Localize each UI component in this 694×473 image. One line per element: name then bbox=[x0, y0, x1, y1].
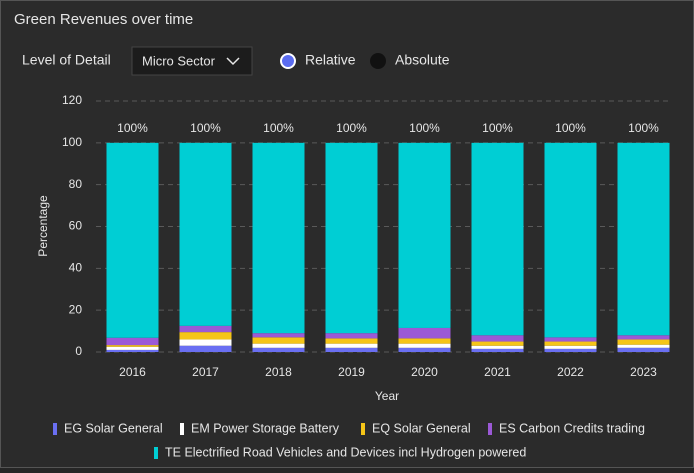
legend-swatch bbox=[361, 423, 365, 435]
bar-segment bbox=[252, 142, 305, 334]
total-label: 100% bbox=[190, 121, 221, 135]
bar-segment bbox=[398, 338, 451, 344]
legend-label: ES Carbon Credits trading bbox=[499, 421, 645, 435]
bar-segment bbox=[617, 344, 670, 348]
bar-segment bbox=[179, 339, 232, 346]
y-tick-label: 80 bbox=[69, 177, 83, 191]
y-tick-label: 0 bbox=[75, 344, 82, 358]
total-label: 100% bbox=[263, 121, 294, 135]
legend-swatch bbox=[488, 423, 492, 435]
legend-label: EM Power Storage Battery bbox=[191, 421, 340, 435]
bar-segment bbox=[179, 345, 232, 352]
y-tick-label: 60 bbox=[69, 219, 83, 233]
bar-segment bbox=[106, 337, 159, 346]
bar-segment bbox=[325, 338, 378, 344]
x-tick-label: 2023 bbox=[630, 365, 657, 379]
chevron[interactable] bbox=[226, 57, 240, 66]
bar-segment bbox=[398, 142, 451, 328]
radio-selected[interactable] bbox=[280, 53, 296, 69]
bar-segment bbox=[617, 335, 670, 340]
radio[interactable] bbox=[370, 53, 386, 69]
x-tick-label: 2022 bbox=[557, 365, 584, 379]
bar-segment bbox=[544, 341, 597, 346]
bar-segment bbox=[179, 332, 232, 340]
y-tick-label: 40 bbox=[69, 261, 83, 275]
bar-segment bbox=[544, 345, 597, 349]
bar-segment bbox=[398, 343, 451, 348]
total-label: 100% bbox=[482, 121, 513, 135]
bar-segment bbox=[252, 333, 305, 338]
bar-segment bbox=[471, 335, 524, 342]
bar-segment bbox=[398, 327, 451, 339]
legend-swatch bbox=[154, 447, 158, 459]
bar-segment bbox=[106, 345, 159, 347]
bar-segment bbox=[617, 142, 670, 336]
x-tick-label: 2018 bbox=[265, 365, 292, 379]
y-axis-label: Percentage bbox=[36, 195, 50, 257]
bar-segment bbox=[106, 346, 159, 350]
dropdown-value[interactable]: Micro Sector bbox=[142, 53, 216, 68]
bar-segment bbox=[325, 343, 378, 348]
bar-segment bbox=[325, 333, 378, 339]
legend-swatch bbox=[180, 423, 184, 435]
bar-segment bbox=[106, 142, 159, 338]
bar-segment bbox=[106, 349, 159, 352]
bar-segment bbox=[544, 348, 597, 352]
title: Green Revenues over time bbox=[14, 11, 193, 28]
bar-segment bbox=[325, 142, 378, 334]
dropdown[interactable]: Micro Sector bbox=[131, 46, 253, 76]
radio-label[interactable]: Relative bbox=[305, 52, 356, 68]
total-label: 100% bbox=[336, 121, 367, 135]
bar-segment bbox=[252, 347, 305, 352]
level-label: Level of Detail bbox=[22, 52, 111, 68]
x-tick-label: 2017 bbox=[192, 365, 219, 379]
x-tick-label: 2021 bbox=[484, 365, 511, 379]
bar-segment bbox=[544, 337, 597, 342]
bar-segment bbox=[471, 345, 524, 349]
bar-segment bbox=[252, 343, 305, 348]
total-label: 100% bbox=[628, 121, 659, 135]
legend-swatch bbox=[53, 423, 57, 435]
bar-segment bbox=[544, 142, 597, 338]
total-label: 100% bbox=[409, 121, 440, 135]
x-tick-label: 2016 bbox=[119, 365, 146, 379]
radio-label[interactable]: Absolute bbox=[395, 52, 450, 68]
y-tick-label: 120 bbox=[62, 93, 82, 107]
dropdown-box[interactable] bbox=[131, 46, 253, 76]
bar-segment bbox=[179, 142, 232, 326]
bar-segment bbox=[252, 337, 305, 344]
bar-segment bbox=[617, 347, 670, 352]
bar-segment bbox=[179, 325, 232, 333]
x-tick-label: 2020 bbox=[411, 365, 438, 379]
x-tick-label: 2019 bbox=[338, 365, 365, 379]
bar-segment bbox=[325, 347, 378, 352]
total-label: 100% bbox=[117, 121, 148, 135]
legend-label: TE Electrified Road Vehicles and Devices… bbox=[165, 445, 526, 459]
y-tick-label: 20 bbox=[69, 302, 83, 316]
bar-segment bbox=[617, 339, 670, 345]
bar-segment bbox=[471, 341, 524, 346]
legend-label: EG Solar General bbox=[64, 421, 163, 435]
bar-segment bbox=[471, 348, 524, 352]
total-label: 100% bbox=[555, 121, 586, 135]
bar-segment bbox=[471, 142, 524, 336]
bar-segment bbox=[398, 347, 451, 352]
legend-label: EQ Solar General bbox=[372, 421, 471, 435]
x-axis-label: Year bbox=[375, 389, 399, 403]
y-tick-label: 100 bbox=[62, 135, 82, 149]
